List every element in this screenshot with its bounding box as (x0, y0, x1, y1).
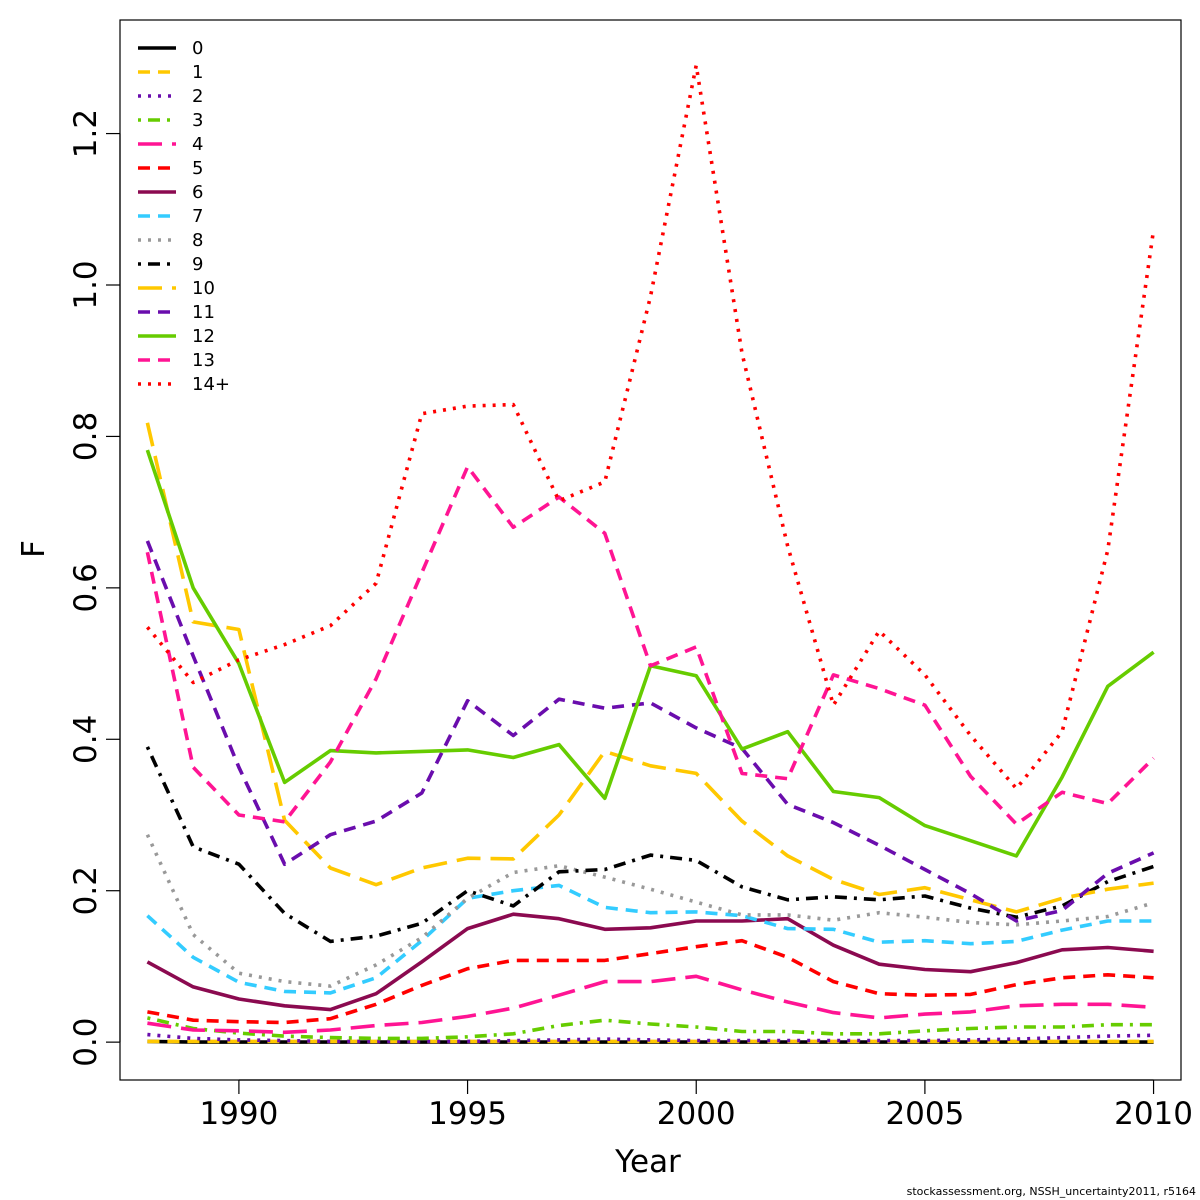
legend-label: 3 (192, 110, 203, 131)
series-line-13 (145, 464, 1155, 826)
legend-item-5: 5 (138, 158, 203, 179)
x-axis: 1990 1995 2000 2005 2010 (199, 1079, 1193, 1132)
y-axis: 0.0 0.2 0.4 0.6 0.8 1.0 1.2 (68, 109, 121, 1067)
legend-label: 6 (192, 182, 203, 203)
x-tick-label: 1990 (199, 1096, 278, 1132)
x-tick-label: 2005 (885, 1096, 964, 1132)
y-tick-label: 1.2 (68, 109, 104, 158)
x-tick-label: 1995 (428, 1096, 507, 1132)
legend-item-13: 13 (138, 350, 215, 371)
legend-label: 7 (192, 206, 203, 227)
x-tick-label: 2010 (1114, 1096, 1193, 1132)
y-axis-title: F (16, 540, 52, 558)
series-line-7 (146, 883, 1154, 995)
series-line-6 (146, 912, 1154, 1012)
legend-item-10: 10 (138, 278, 215, 299)
legend-item-9: 9 (138, 254, 203, 275)
legend-item-6: 6 (138, 182, 203, 203)
legend-label: 5 (192, 158, 203, 179)
y-tick-label: 0.6 (68, 563, 104, 612)
legend-label: 2 (192, 86, 203, 107)
x-axis-title: Year (614, 1144, 681, 1180)
legend-item-8: 8 (138, 230, 203, 251)
legend-label: 13 (192, 350, 215, 371)
source-credit: stockassessment.org, NSSH_uncertainty201… (906, 1185, 1196, 1198)
legend-item-1: 1 (138, 62, 203, 83)
y-tick-label: 1.0 (68, 260, 104, 309)
legend-label: 9 (192, 254, 203, 275)
series-line-5 (147, 938, 1154, 1025)
y-tick-label: 0.4 (68, 715, 104, 764)
legend-item-3: 3 (138, 110, 203, 131)
legend-item-11: 11 (138, 302, 215, 323)
y-tick-label: 0.0 (68, 1017, 104, 1066)
x-tick-label: 2000 (657, 1096, 736, 1132)
legend-label: 11 (192, 302, 215, 323)
legend-item-7: 7 (138, 206, 203, 227)
legend-item-14plus: 14+ (138, 374, 230, 395)
legend-item-0: 0 (138, 38, 203, 59)
series-line-10 (145, 422, 1154, 914)
y-tick-label: 0.8 (68, 412, 104, 461)
legend-item-2: 2 (138, 86, 203, 107)
legend-label: 4 (192, 134, 203, 155)
series-line-11 (145, 540, 1155, 923)
legend-label: 14+ (192, 374, 230, 395)
legend-label: 0 (192, 38, 203, 59)
series-line-3 (146, 1016, 1154, 1041)
series-line-4 (147, 974, 1154, 1035)
y-tick-label: 0.2 (68, 866, 104, 915)
legend-item-12: 12 (138, 326, 215, 347)
legend-label: 12 (192, 326, 215, 347)
legend-label: 1 (192, 62, 203, 83)
series-layer (145, 63, 1156, 1044)
legend-item-4: 4 (138, 134, 203, 155)
legend-label: 10 (192, 278, 215, 299)
legend-label: 8 (192, 230, 203, 251)
series-line-9 (145, 746, 1155, 944)
